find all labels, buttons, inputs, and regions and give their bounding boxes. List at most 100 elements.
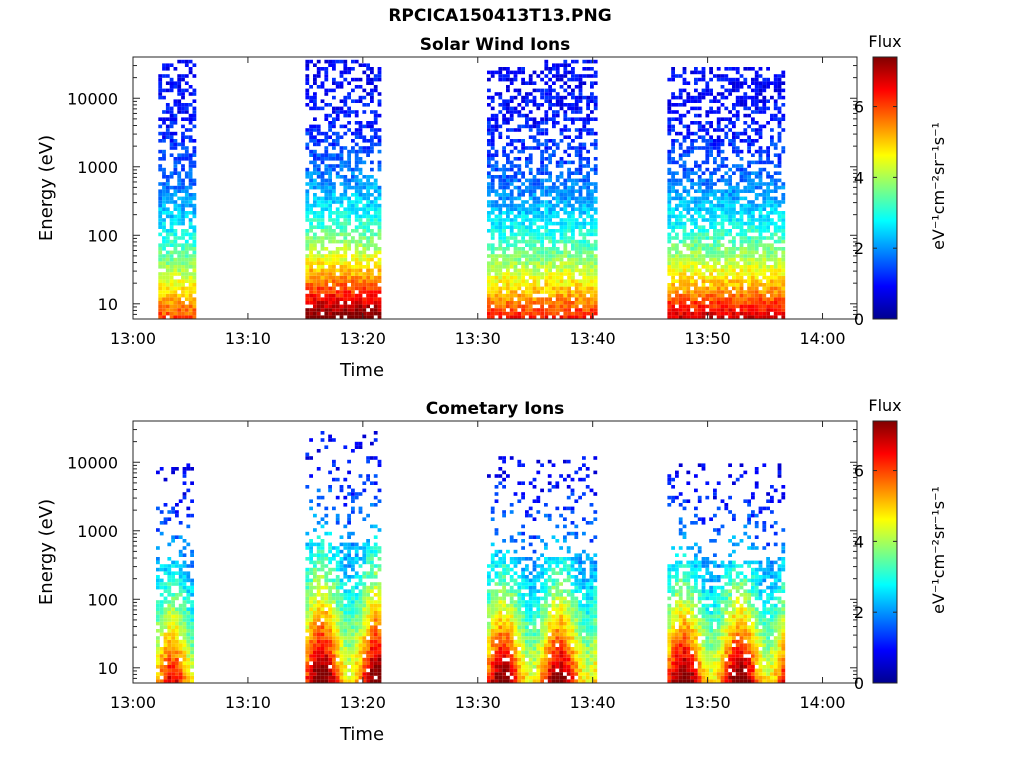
flux-cell bbox=[777, 297, 782, 301]
flux-cell bbox=[171, 665, 175, 669]
flux-cell bbox=[713, 304, 717, 309]
flux-cell bbox=[544, 142, 549, 147]
flux-cell bbox=[162, 139, 166, 143]
flux-cell bbox=[506, 297, 510, 301]
flux-cell bbox=[593, 239, 598, 244]
flux-cell bbox=[509, 128, 514, 132]
flux-cell bbox=[754, 257, 759, 262]
flux-cell bbox=[552, 153, 556, 157]
flux-cell bbox=[184, 279, 189, 283]
flux-cell bbox=[697, 182, 702, 186]
flux-cell bbox=[777, 279, 782, 283]
flux-cell bbox=[735, 193, 740, 197]
flux-cell bbox=[559, 221, 564, 226]
flux-cell bbox=[156, 618, 160, 622]
flux-cell bbox=[343, 211, 348, 215]
flux-cell bbox=[316, 272, 321, 276]
flux-cell bbox=[682, 153, 687, 157]
flux-cell bbox=[713, 301, 717, 305]
flux-cell bbox=[305, 283, 310, 287]
flux-cell bbox=[316, 521, 321, 525]
flux-cell bbox=[169, 218, 174, 222]
flux-cell bbox=[370, 311, 374, 316]
flux-cell bbox=[494, 153, 499, 157]
flux-cell bbox=[513, 218, 518, 222]
flux-cell bbox=[548, 221, 552, 226]
flux-cell bbox=[735, 290, 740, 294]
flux-cell bbox=[163, 564, 168, 568]
flux-cell bbox=[158, 311, 163, 316]
flux-cell bbox=[777, 290, 782, 294]
flux-cell bbox=[313, 178, 317, 183]
flux-cell bbox=[156, 657, 160, 662]
flux-cell bbox=[305, 661, 310, 665]
flux-cell bbox=[701, 124, 706, 129]
flux-cell bbox=[158, 200, 163, 204]
flux-cell bbox=[697, 225, 702, 229]
flux-cell bbox=[754, 182, 759, 186]
flux-cell bbox=[165, 257, 170, 262]
flux-cell bbox=[377, 268, 382, 273]
flux-cell bbox=[339, 315, 344, 319]
flux-cell bbox=[162, 221, 166, 226]
flux-cell bbox=[555, 196, 560, 201]
flux-cell bbox=[735, 164, 740, 168]
flux-cell bbox=[313, 218, 317, 222]
flux-cell bbox=[728, 301, 732, 305]
flux-cell bbox=[370, 160, 374, 165]
flux-cell bbox=[563, 95, 568, 100]
flux-cell bbox=[192, 247, 197, 251]
flux-cell bbox=[332, 182, 336, 186]
flux-cell bbox=[694, 293, 698, 298]
flux-cell bbox=[173, 301, 178, 305]
flux-cell bbox=[563, 283, 568, 287]
flux-cell bbox=[339, 229, 344, 233]
flux-cell bbox=[498, 275, 503, 280]
flux-cell bbox=[490, 74, 495, 78]
flux-cell bbox=[487, 265, 491, 269]
flux-cell bbox=[490, 261, 495, 265]
flux-cell bbox=[521, 175, 525, 179]
flux-cell bbox=[571, 221, 575, 226]
flux-cell bbox=[559, 286, 564, 291]
flux-cell bbox=[559, 236, 564, 240]
flux-cell bbox=[332, 200, 336, 204]
flux-cell bbox=[156, 636, 160, 640]
flux-cell bbox=[671, 74, 675, 78]
flux-cell bbox=[728, 283, 732, 287]
flux-cell bbox=[184, 189, 189, 193]
flux-cell bbox=[490, 232, 495, 237]
flux-cell bbox=[188, 236, 193, 240]
flux-cell bbox=[328, 257, 332, 262]
flux-cell bbox=[377, 113, 382, 118]
flux-cell bbox=[754, 265, 759, 269]
flux-cell bbox=[165, 311, 170, 316]
flux-cell bbox=[540, 286, 544, 291]
flux-cell bbox=[544, 257, 549, 262]
flux-cell bbox=[502, 153, 506, 157]
flux-cell bbox=[517, 113, 522, 118]
flux-cell bbox=[754, 283, 759, 287]
flux-cell bbox=[347, 268, 351, 273]
flux-cell bbox=[339, 232, 344, 237]
flux-cell bbox=[494, 207, 499, 211]
flux-cell bbox=[490, 257, 495, 262]
flux-cell bbox=[186, 585, 191, 590]
flux-cell bbox=[313, 77, 317, 82]
flux-cell bbox=[351, 211, 355, 215]
flux-cell bbox=[309, 629, 313, 633]
flux-cell bbox=[751, 214, 755, 219]
flux-cell bbox=[309, 607, 313, 611]
flux-cell bbox=[370, 175, 374, 179]
flux-cell bbox=[552, 189, 556, 193]
flux-cell bbox=[347, 243, 351, 247]
flux-cell bbox=[574, 239, 579, 244]
flux-cell bbox=[169, 214, 174, 219]
flux-cell bbox=[181, 257, 185, 262]
flux-cell bbox=[701, 70, 706, 75]
flux-cell bbox=[544, 229, 549, 233]
flux-cell bbox=[682, 203, 687, 208]
flux-cell bbox=[177, 211, 182, 215]
flux-cell bbox=[366, 243, 370, 247]
flux-cell bbox=[678, 203, 683, 208]
